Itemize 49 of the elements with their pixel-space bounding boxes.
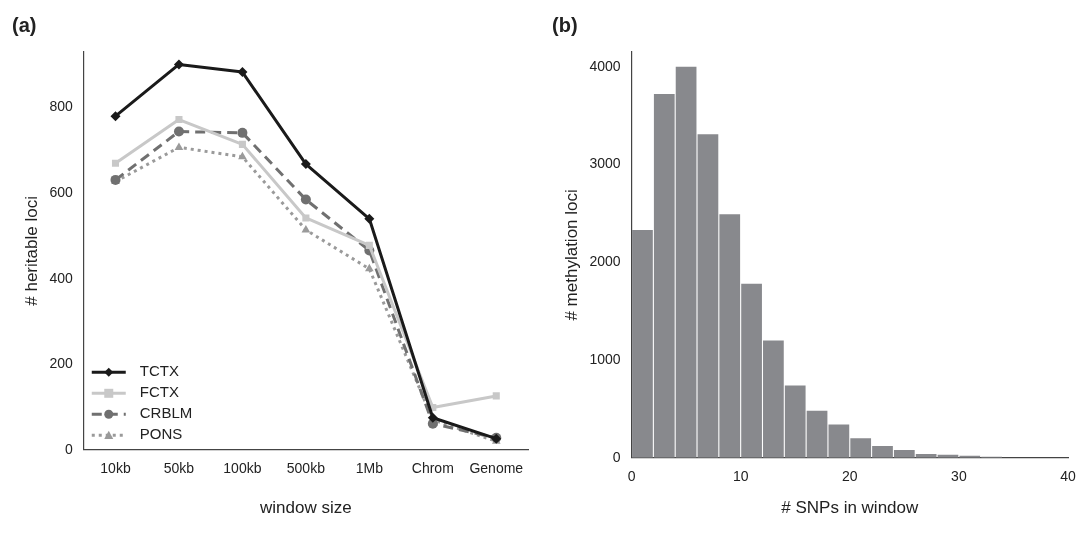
legend-label: CRBLM [139,404,193,422]
point [173,59,184,70]
y-tick-label: 400 [49,269,73,286]
point [300,159,311,170]
x-tick-label: 100kb [223,460,262,477]
y-tick-label: 600 [49,184,73,201]
x-axis-title: window size [259,498,352,518]
point [174,142,184,150]
x-tick-label: Genome [469,460,524,477]
x-tick-label: 1Mb [355,460,384,477]
point [237,67,248,78]
point [302,214,310,222]
chart-title: (b) [552,13,578,36]
x-tick-label: 500kb [286,460,326,477]
point [300,194,311,205]
x-tick-label: Chrom [411,460,454,477]
x-tick-label: 50kb [163,460,195,477]
legend-label: PONS [139,425,183,443]
y-tick-label: 1000 [589,350,621,367]
legend-label: TCTX [139,362,179,380]
x-tick-label: 20 [841,468,858,485]
y-tick-label: 200 [49,355,73,372]
chart-title: (a) [12,13,37,36]
point [110,111,121,122]
point [111,159,120,167]
point [365,241,373,249]
point [364,213,375,224]
x-tick-label: 10 [732,468,749,485]
y-tick-label: 0 [64,440,73,457]
point [238,151,247,160]
x-tick-label: 30 [951,468,967,485]
point [238,140,246,148]
x-tick-label: 0 [627,468,636,485]
x-tick-label: 40 [1060,468,1076,485]
point [492,392,500,400]
y-tick-label: 4000 [589,57,621,74]
y-tick-label: 3000 [589,155,621,172]
point [237,127,248,138]
y-tick-label: 0 [612,448,621,465]
point [175,116,183,124]
y-axis-title: # heritable loci [21,196,41,306]
y-tick-label: 2000 [589,253,621,270]
y-tick-label: 800 [49,98,73,115]
x-axis-title: # SNPs in window [781,498,919,518]
x-tick-label: 10kb [100,460,131,477]
y-axis-title: # methylation loci [561,189,581,321]
point [365,263,374,272]
point [173,126,184,137]
legend-label: FCTX [139,383,179,401]
